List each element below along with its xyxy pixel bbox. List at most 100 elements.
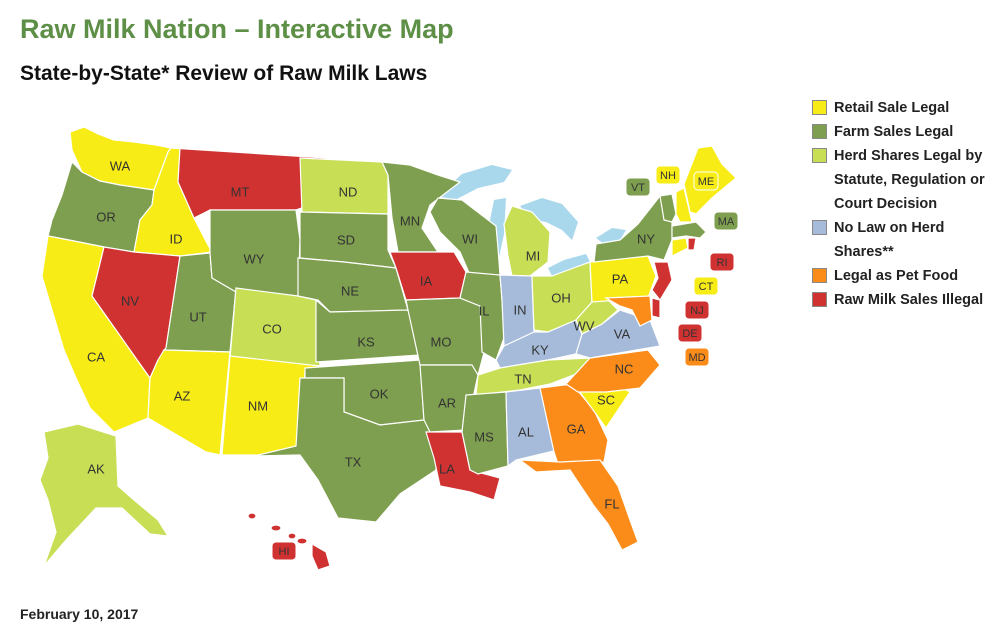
state-tag-de[interactable]: DE <box>677 323 703 343</box>
state-tx[interactable] <box>253 377 437 523</box>
state-tag-box <box>271 541 297 561</box>
state-label-ak: AK <box>87 461 105 476</box>
states-layer <box>39 126 737 571</box>
state-label-ks: KS <box>357 334 375 349</box>
state-tag-label: VT <box>631 182 645 194</box>
state-tag-label: NJ <box>690 305 703 317</box>
state-tag-nj[interactable]: NJ <box>684 300 710 320</box>
legend-label: Legal as Pet Food <box>834 268 959 284</box>
state-label-sc: SC <box>597 392 615 407</box>
state-tag-box <box>709 252 735 272</box>
state-tag-box <box>655 165 681 185</box>
legend-swatch <box>812 100 827 115</box>
state-label-la: LA <box>439 461 455 476</box>
state-label-mo: MO <box>431 334 452 349</box>
state-tag-box <box>684 300 710 320</box>
state-label-sd: SD <box>337 232 355 247</box>
state-label-ms: MS <box>474 429 494 444</box>
legend-swatch <box>812 148 827 163</box>
state-label-ok: OK <box>370 386 389 401</box>
state-mi[interactable] <box>503 205 551 277</box>
state-label-nv: NV <box>121 293 139 308</box>
legend-swatch <box>812 292 827 307</box>
state-label-ne: NE <box>341 283 359 298</box>
state-label-ca: CA <box>87 349 105 364</box>
date-label: February 10, 2017 <box>20 606 139 622</box>
state-az[interactable] <box>147 349 231 456</box>
state-label-ut: UT <box>189 309 206 324</box>
legend-item-nolaw: No Law on Herd Shares** <box>812 216 998 264</box>
state-label-al: AL <box>518 424 534 439</box>
state-fl[interactable] <box>518 459 639 551</box>
state-label-mt: MT <box>231 184 250 199</box>
state-ct[interactable] <box>671 237 689 257</box>
state-nj[interactable] <box>651 261 673 302</box>
state-tag-ma[interactable]: MA <box>713 211 739 231</box>
state-ma[interactable] <box>671 221 707 239</box>
state-nd[interactable] <box>299 157 389 215</box>
state-tag-box <box>693 276 719 296</box>
legend-label: Farm Sales Legal <box>834 124 954 140</box>
state-de[interactable] <box>651 297 661 319</box>
legend-swatch <box>812 124 827 139</box>
state-label-ga: GA <box>567 421 586 436</box>
state-tag-label: NH <box>660 170 676 182</box>
state-tag-label: MD <box>688 352 705 364</box>
state-tag-label: HI <box>279 546 290 558</box>
state-ny[interactable] <box>593 195 673 263</box>
state-label-ia: IA <box>420 273 433 288</box>
state-label-oh: OH <box>551 290 571 305</box>
state-tag-hi[interactable]: HI <box>271 541 297 561</box>
state-tag-nh[interactable]: NH <box>655 165 681 185</box>
state-tag-vt[interactable]: VT <box>625 177 651 197</box>
state-tag-box <box>625 177 651 197</box>
legend-item-herd: Herd Shares Legal by Statute, Regulation… <box>812 144 998 216</box>
legend-item-illegal: Raw Milk Sales Illegal <box>812 288 998 312</box>
state-ak[interactable] <box>39 423 170 567</box>
legend-item-pet: Legal as Pet Food <box>812 264 998 288</box>
state-label-or: OR <box>96 209 116 224</box>
state-nc[interactable] <box>565 349 661 393</box>
state-label-fl: FL <box>604 496 619 511</box>
state-label-va: VA <box>614 326 631 341</box>
state-nh[interactable] <box>675 187 693 223</box>
state-label-nc: NC <box>615 361 634 376</box>
state-tag-ri[interactable]: RI <box>709 252 735 272</box>
state-tag-box <box>677 323 703 343</box>
legend-swatch <box>812 220 827 235</box>
state-label-pa: PA <box>612 271 629 286</box>
state-tag-box <box>713 211 739 231</box>
legend-label: Raw Milk Sales Illegal <box>834 292 984 308</box>
state-vt[interactable] <box>659 193 677 223</box>
state-hi[interactable] <box>247 512 331 571</box>
state-tag-me[interactable]: ME <box>693 171 719 191</box>
state-tag-label: MA <box>718 216 735 228</box>
state-tag-ct[interactable]: CT <box>693 276 719 296</box>
state-label-wa: WA <box>110 158 131 173</box>
state-label-id: ID <box>170 231 183 246</box>
legend: Retail Sale Legal Farm Sales Legal Herd … <box>812 96 998 312</box>
state-md[interactable] <box>603 295 653 327</box>
state-tag-label: CT <box>699 281 714 293</box>
legend-label: Retail Sale Legal <box>834 100 950 116</box>
state-label-il: IL <box>479 303 490 318</box>
tags-layer: VT NH ME MA CT RI NJ DE MD HI <box>271 165 739 561</box>
state-tag-md[interactable]: MD <box>684 347 710 367</box>
state-label-tx: TX <box>345 454 362 469</box>
legend-item-farm: Farm Sales Legal <box>812 120 998 144</box>
state-label-az: AZ <box>174 388 191 403</box>
state-ri[interactable] <box>687 237 697 251</box>
legend-label: Herd Shares Legal by Statute, Regulation… <box>834 148 985 212</box>
state-label-nd: ND <box>339 184 358 199</box>
labels-layer: WA OR CA ID NV AZ UT MT WY CO NM ND SD NE KS OK TX MN IA MO… <box>87 158 655 511</box>
page-title: Raw Milk Nation – Interactive Map <box>20 14 454 44</box>
state-tag-label: ME <box>698 176 715 188</box>
page-subtitle: State-by-State* Review of Raw Milk Laws <box>20 62 428 85</box>
state-tag-box <box>693 171 719 191</box>
state-mn[interactable] <box>381 161 462 253</box>
state-label-wi: WI <box>462 231 478 246</box>
legend-label: No Law on Herd Shares** <box>834 220 945 260</box>
state-label-wy: WY <box>244 251 265 266</box>
state-label-in: IN <box>514 302 527 317</box>
